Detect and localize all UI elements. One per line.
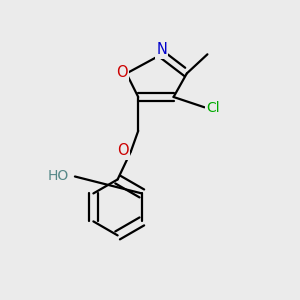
Text: HO: HO	[48, 169, 69, 183]
Text: N: N	[156, 42, 167, 57]
Text: O: O	[116, 65, 128, 80]
Text: Cl: Cl	[206, 101, 220, 115]
Text: O: O	[117, 143, 129, 158]
